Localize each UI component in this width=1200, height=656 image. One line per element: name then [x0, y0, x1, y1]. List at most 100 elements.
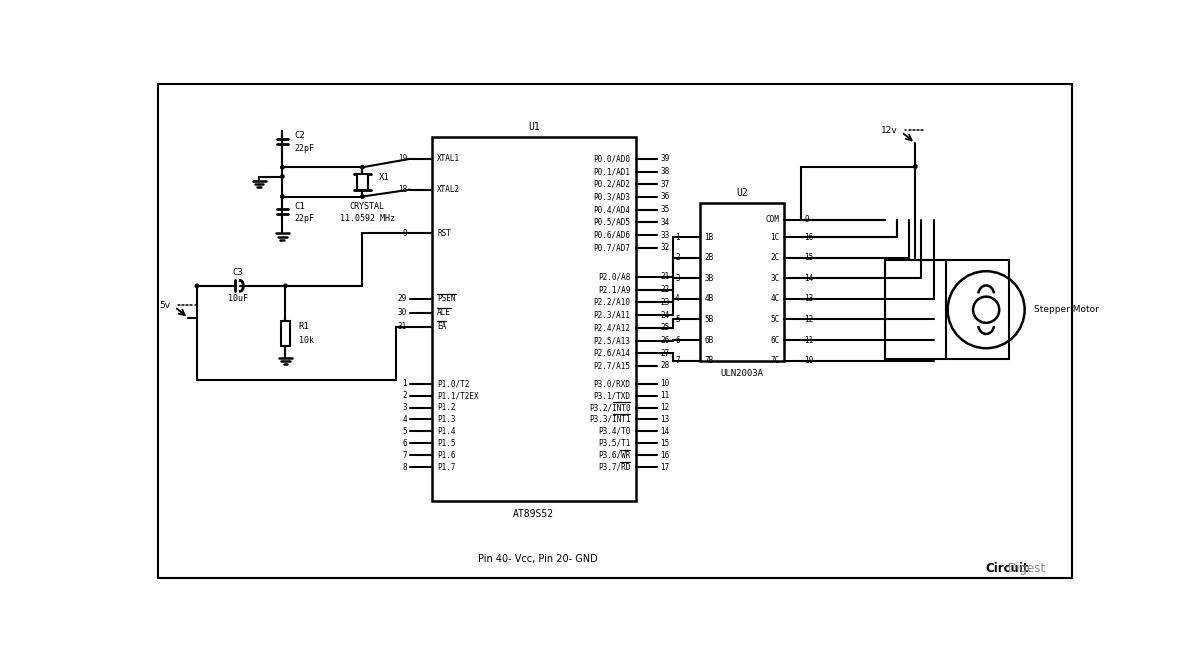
Text: P3.1/TXD: P3.1/TXD: [593, 391, 630, 400]
Text: P0.6/AD6: P0.6/AD6: [593, 230, 630, 239]
Text: C3: C3: [233, 268, 244, 277]
Text: 32: 32: [660, 243, 670, 253]
Circle shape: [281, 195, 284, 198]
Text: 5v: 5v: [160, 300, 170, 310]
Circle shape: [283, 284, 287, 287]
Text: P1.3: P1.3: [437, 415, 456, 424]
Text: COM: COM: [766, 215, 779, 224]
Text: EA: EA: [437, 322, 446, 331]
Circle shape: [281, 165, 284, 169]
Text: P2.0/A8: P2.0/A8: [598, 272, 630, 281]
Text: P2.7/A15: P2.7/A15: [593, 361, 630, 371]
Text: 6: 6: [402, 439, 407, 448]
Text: 22pF: 22pF: [295, 215, 314, 223]
Text: 13: 13: [660, 415, 670, 424]
Text: P3.7/RD: P3.7/RD: [598, 462, 630, 472]
Text: P2.1/A9: P2.1/A9: [598, 285, 630, 294]
Text: P3.4/T0: P3.4/T0: [598, 427, 630, 436]
Text: 10: 10: [804, 356, 814, 365]
Text: 18: 18: [398, 185, 407, 194]
Text: P0.3/AD3: P0.3/AD3: [593, 192, 630, 201]
Text: 7C: 7C: [770, 356, 780, 365]
Text: P0.2/AD2: P0.2/AD2: [593, 180, 630, 189]
Text: CRYSTAL: CRYSTAL: [349, 202, 384, 211]
Text: 5B: 5B: [704, 315, 714, 324]
Text: Digest: Digest: [1008, 562, 1046, 575]
Text: 25: 25: [660, 323, 670, 333]
Text: 10k: 10k: [299, 336, 313, 345]
Text: C2: C2: [295, 131, 306, 140]
Text: AT89S52: AT89S52: [514, 509, 554, 519]
Text: X1: X1: [379, 173, 390, 182]
Text: 6C: 6C: [770, 335, 780, 344]
Text: 1: 1: [402, 379, 407, 388]
Text: 1: 1: [676, 233, 679, 242]
Text: P0.4/AD4: P0.4/AD4: [593, 205, 630, 214]
Text: P2.3/A11: P2.3/A11: [593, 310, 630, 319]
Text: P0.7/AD7: P0.7/AD7: [593, 243, 630, 253]
Text: 13: 13: [804, 295, 814, 304]
Text: Pin 40- Vcc, Pin 20- GND: Pin 40- Vcc, Pin 20- GND: [478, 554, 598, 564]
Text: P3.0/RXD: P3.0/RXD: [593, 379, 630, 388]
Text: 2: 2: [676, 253, 679, 262]
Text: 12: 12: [804, 315, 814, 324]
Text: 29: 29: [398, 295, 407, 304]
Text: 4C: 4C: [770, 295, 780, 304]
Text: 1C: 1C: [770, 233, 780, 242]
Text: P1.1/T2EX: P1.1/T2EX: [437, 391, 479, 400]
Text: P0.5/AD5: P0.5/AD5: [593, 218, 630, 227]
Text: 34: 34: [660, 218, 670, 227]
Text: 11: 11: [804, 335, 814, 344]
Text: P3.6/WR: P3.6/WR: [598, 451, 630, 460]
Text: P3.2/INT0: P3.2/INT0: [589, 403, 630, 412]
Bar: [700, 203, 785, 361]
Text: P1.4: P1.4: [437, 427, 456, 436]
Text: 10: 10: [660, 379, 670, 388]
Bar: [884, 260, 946, 359]
Circle shape: [361, 195, 364, 198]
Text: 1B: 1B: [704, 233, 714, 242]
Text: P3.5/T1: P3.5/T1: [598, 439, 630, 448]
Text: 4: 4: [676, 295, 679, 304]
Text: R1: R1: [299, 322, 310, 331]
Text: 30: 30: [398, 308, 407, 318]
Text: P0.0/AD0: P0.0/AD0: [593, 154, 630, 163]
Text: 38: 38: [660, 167, 670, 176]
Text: 35: 35: [660, 205, 670, 214]
Text: P3.3/INT1: P3.3/INT1: [589, 415, 630, 424]
Text: 10uF: 10uF: [228, 295, 247, 304]
Text: 5C: 5C: [770, 315, 780, 324]
Text: Circuit: Circuit: [985, 562, 1030, 575]
Text: U1: U1: [528, 122, 540, 133]
Text: 2: 2: [402, 391, 407, 400]
Text: 3B: 3B: [704, 274, 714, 283]
Text: P2.2/A10: P2.2/A10: [593, 298, 630, 307]
Text: 17: 17: [660, 462, 670, 472]
Text: P2.6/A14: P2.6/A14: [593, 349, 630, 358]
Text: 4B: 4B: [704, 295, 714, 304]
Circle shape: [913, 165, 917, 168]
Text: RST: RST: [437, 229, 451, 238]
Text: 24: 24: [660, 310, 670, 319]
Text: P1.0/T2: P1.0/T2: [437, 379, 469, 388]
Circle shape: [281, 174, 284, 178]
Bar: [356, 174, 368, 190]
Text: 22: 22: [660, 285, 670, 294]
Text: 36: 36: [660, 192, 670, 201]
Text: 16: 16: [804, 233, 814, 242]
Text: 16: 16: [660, 451, 670, 460]
Text: C1: C1: [295, 202, 306, 211]
Text: 5: 5: [676, 315, 679, 324]
Text: 7B: 7B: [704, 356, 714, 365]
Text: Stepper Motor: Stepper Motor: [1034, 305, 1099, 314]
Text: ULN2003A: ULN2003A: [720, 369, 763, 378]
Circle shape: [361, 165, 364, 169]
Text: 12v: 12v: [881, 126, 898, 135]
Text: 6: 6: [676, 335, 679, 344]
Text: 2B: 2B: [704, 253, 714, 262]
Text: 5: 5: [402, 427, 407, 436]
Text: 14: 14: [660, 427, 670, 436]
Text: 9: 9: [402, 229, 407, 238]
Text: P1.5: P1.5: [437, 439, 456, 448]
Text: 3C: 3C: [770, 274, 780, 283]
